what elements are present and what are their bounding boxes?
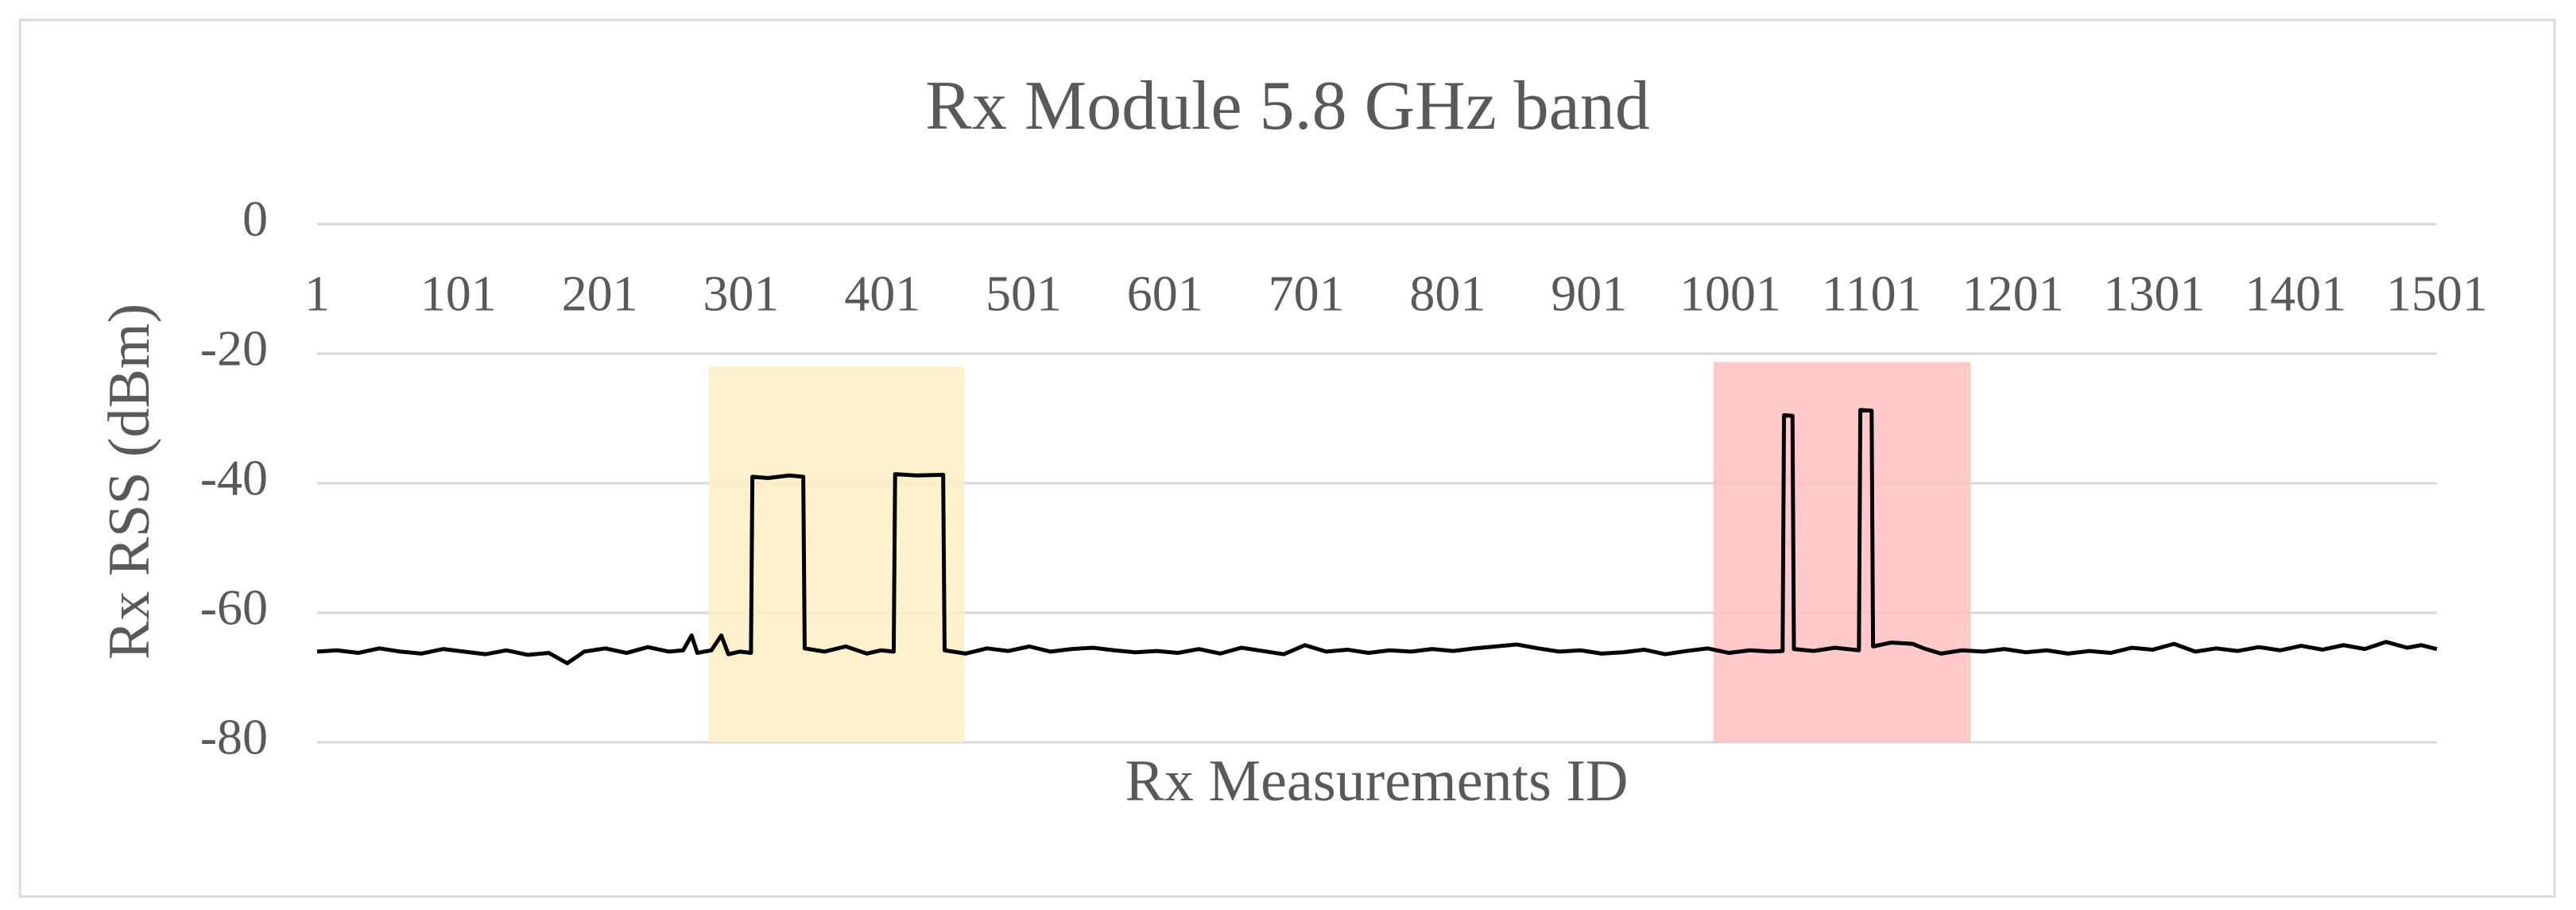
data-line [316,408,2438,666]
x-tick-label: 1201 [1962,265,2064,322]
x-tick-label: 401 [844,265,920,322]
y-tick-label: -60 [200,579,268,636]
highlight-region [708,366,965,742]
x-tick-label: 1401 [2245,265,2346,322]
x-tick-label: 1 [304,265,330,322]
chart-border [18,18,2556,898]
x-tick-label: 801 [1409,265,1486,322]
highlight-region [1713,362,1971,742]
x-axis-title: Rx Measurements ID [1125,749,1629,814]
y-tick-label: 0 [242,191,268,247]
x-tick-label: 1001 [1679,265,1781,322]
x-tick-label: 201 [562,265,638,322]
y-tick-label: -20 [200,320,268,377]
y-tick-label: -40 [200,450,268,506]
y-tick-label: -80 [200,709,268,765]
x-tick-label: 1101 [1822,265,1922,322]
x-tick-label: 901 [1551,265,1627,322]
x-tick-label: 1501 [2386,265,2488,322]
chart-title: Rx Module 5.8 GHz band [925,68,1650,145]
x-tick-label: 701 [1269,265,1345,322]
x-tick-label: 501 [986,265,1062,322]
x-tick-label: 1301 [2103,265,2205,322]
x-tick-label: 601 [1127,265,1203,322]
y-axis-title: Rx RSS (dBm) [97,304,162,660]
x-tick-label: 101 [420,265,497,322]
x-tick-label: 301 [703,265,779,322]
